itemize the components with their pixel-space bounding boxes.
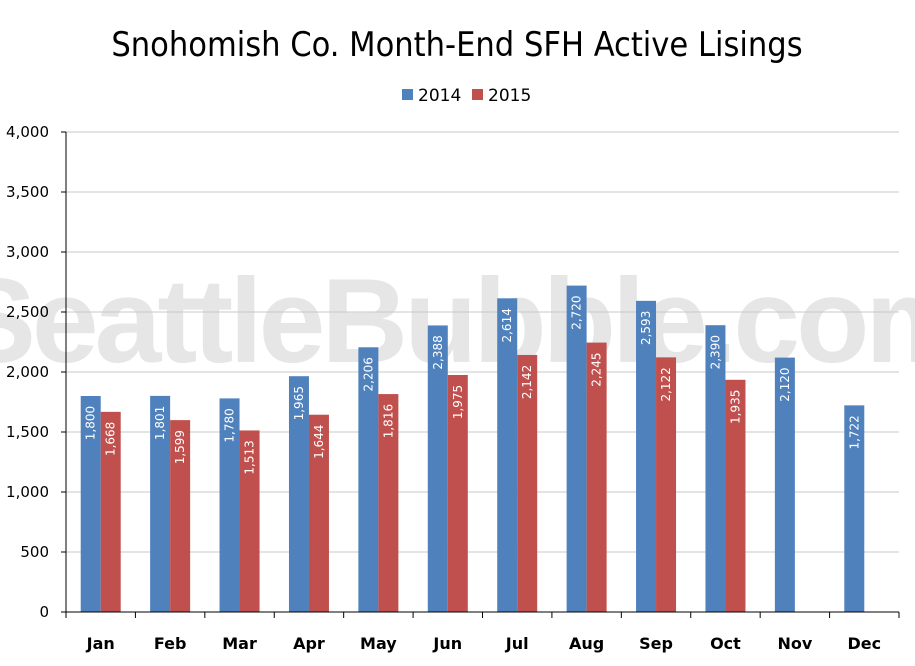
bar-2015-oct [725,379,746,612]
bar-2015-jun [447,375,468,612]
bar-2014-jan [80,396,101,612]
x-tick-label: Mar [222,634,257,653]
data-label-2014-nov: 2,120 [778,367,792,401]
x-tick-label: Sep [639,634,673,653]
data-label-2015-aug: 2,245 [590,352,604,386]
data-label-2015-mar: 1,513 [243,440,257,474]
legend-swatch-2015 [472,89,483,100]
data-label-2015-may: 1,816 [381,404,395,438]
bar-2014-nov [774,357,795,612]
data-label-2015-jun: 1,975 [451,385,465,419]
data-label-2014-mar: 1,780 [223,408,237,442]
data-label-2014-jun: 2,388 [431,335,445,369]
data-label-2015-oct: 1,935 [728,390,742,424]
x-tick-label: Jul [505,634,529,653]
data-labels: 1,800 1,668 1,801 1,599 1,780 1,513 1,965 1,644… [84,295,862,474]
legend-label-2015: 2015 [488,86,531,106]
y-tick-label: 1,000 [6,483,49,501]
data-label-2014-sep: 2,593 [639,311,653,345]
bar-2015-feb [170,420,191,612]
x-tick-label: May [360,634,397,653]
y-tick-label: 0 [39,603,49,621]
data-label-2015-apr: 1,644 [312,425,326,459]
bar-2015-mar [239,430,260,612]
bar-2014-oct [705,325,726,612]
bar-2014-sep [636,300,657,612]
x-tick-label: Oct [710,634,741,653]
data-label-2015-jul: 2,142 [520,365,534,399]
legend-swatch-2014 [402,89,413,100]
data-label-2014-apr: 1,965 [292,386,306,420]
legend-label-2014: 2014 [418,86,461,106]
x-tick-label: Aug [569,634,604,653]
y-tick-label: 3,000 [6,243,49,261]
chart-title: Snohomish Co. Month-End SFH Active Lisin… [111,25,802,65]
x-tick-label: Jan [86,634,115,653]
y-tick-label: 4,000 [6,123,49,141]
x-tick-label: Nov [777,634,812,653]
bar-2014-feb [150,395,171,612]
y-tick-label: 500 [20,543,49,561]
data-label-2014-jul: 2,614 [500,308,514,342]
data-label-2015-jan: 1,668 [104,422,118,456]
bar-2015-may [378,394,399,612]
x-tick-label: Dec [847,634,881,653]
data-label-2014-feb: 1,801 [153,406,167,440]
data-label-2015-sep: 2,122 [659,367,673,401]
gridlines [66,131,899,553]
bar-2014-dec [844,405,865,612]
bar-2014-may [358,347,379,612]
bar-2015-jul [517,354,538,612]
data-label-2014-aug: 2,720 [570,295,584,329]
y-tick-label: 3,500 [6,183,49,201]
bar-2015-apr [308,414,329,612]
bar-2014-jul [497,298,518,612]
bar-2014-apr [288,376,309,612]
x-axis-ticks: Jan Feb Mar Apr May Jun Jul Aug Sep Oct Nov Dec [65,612,900,653]
bar-2014-jun [427,325,448,612]
watermark: SeattleBubble.com [0,254,915,388]
data-label-2015-feb: 1,599 [173,430,187,464]
data-label-2014-oct: 2,390 [708,335,722,369]
bar-2015-aug [586,342,607,612]
bar-2014-mar [219,398,240,612]
y-tick-label: 1,500 [6,423,49,441]
bar-2015-jan [100,411,121,612]
y-axis-ticks: 0 500 1,000 1,500 2,000 2,500 3,000 3,500 4,000 [6,123,66,621]
data-label-2014-jan: 1,800 [84,406,98,440]
x-tick-label: Jun [432,634,462,653]
legend: 2014 2015 [402,86,531,106]
y-tick-label: 2,500 [6,303,49,321]
x-tick-label: Apr [293,634,325,653]
bar-2014-aug [566,285,587,612]
x-tick-label: Feb [154,634,187,653]
data-label-2014-dec: 1,722 [847,415,861,449]
y-tick-label: 2,000 [6,363,49,381]
bars [80,285,865,612]
bar-2015-sep [656,357,677,612]
data-label-2014-may: 2,206 [361,357,375,391]
